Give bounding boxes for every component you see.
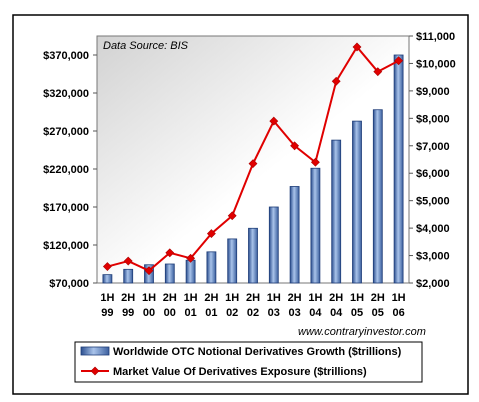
- market-value-point: [290, 141, 300, 151]
- legend-swatch-bar: [80, 346, 110, 356]
- source-note: Data Source: BIS: [103, 40, 189, 52]
- market-value-point: [227, 211, 237, 221]
- notional-bar: [227, 238, 238, 284]
- market-value-point: [310, 157, 320, 167]
- notional-bar: [123, 268, 134, 284]
- market-value-point: [206, 229, 216, 239]
- right-axis-tick-label: $3,000: [416, 251, 450, 263]
- market-value-point: [373, 67, 383, 77]
- right-axis-tick-label: $10,000: [416, 58, 456, 70]
- right-axis-tick-label: $9,000: [416, 86, 450, 98]
- right-axis-tick-label: $4,000: [416, 223, 450, 235]
- right-axis-tick-label: $6,000: [416, 168, 450, 180]
- left-axis-tick-label: $270,000: [43, 126, 89, 138]
- x-axis-tick-label: 1H 99: [100, 292, 114, 319]
- market-value-point: [269, 116, 279, 126]
- x-axis-tick-label: 1H 03: [267, 292, 281, 319]
- notional-bar: [352, 120, 362, 284]
- x-axis-tick-label: 1H 04: [308, 292, 322, 319]
- x-axis-tick-label: 1H 00: [142, 292, 156, 319]
- right-axis-tick-label: $2,000: [416, 278, 450, 290]
- market-value-point: [331, 76, 341, 86]
- market-value-point: [102, 262, 112, 271]
- market-value-point: [144, 266, 154, 276]
- x-axis-tick-label: 1H 01: [184, 292, 198, 319]
- watermark: www.contraryinvestor.com: [298, 326, 426, 338]
- legend-box: [74, 341, 423, 383]
- right-axis-tick-label: $7,000: [416, 141, 450, 153]
- market-value-point: [123, 256, 133, 266]
- notional-bar: [206, 251, 217, 284]
- x-axis-tick-label: 2H 99: [121, 292, 135, 319]
- left-axis-tick-label: $320,000: [43, 88, 89, 100]
- legend-label-market-value: Market Value Of Derivatives Exposure ($t…: [113, 366, 367, 378]
- notional-bar: [268, 206, 279, 284]
- notional-bar: [164, 263, 175, 284]
- x-axis-tick-label: 2H 02: [246, 292, 260, 319]
- x-axis-tick-label: 2H 01: [204, 292, 218, 319]
- left-axis-tick-label: $370,000: [43, 50, 89, 62]
- market-value-point: [394, 56, 404, 66]
- notional-bar: [372, 109, 383, 284]
- notional-bar: [393, 54, 404, 284]
- notional-bar: [289, 186, 300, 284]
- x-axis-tick-label: 1H 05: [350, 292, 364, 319]
- x-axis-tick-label: 2H 00: [163, 292, 177, 319]
- x-axis-tick-label: 2H 05: [371, 292, 385, 319]
- left-axis-tick-label: $170,000: [43, 202, 89, 214]
- market-value-point: [165, 248, 175, 258]
- x-axis-tick-label: 1H 06: [392, 292, 406, 319]
- right-axis-tick-label: $11,000: [416, 31, 455, 43]
- left-axis-tick-label: $220,000: [43, 164, 89, 176]
- market-value-point: [352, 42, 362, 52]
- right-axis-tick-label: $8,000: [416, 113, 450, 125]
- market-value-point: [186, 253, 196, 263]
- left-axis-tick-label: $120,000: [43, 240, 89, 252]
- notional-bar: [331, 139, 342, 284]
- right-axis-tick-label: $5,000: [416, 196, 450, 208]
- x-axis-tick-label: 2H 04: [329, 292, 343, 319]
- legend-swatch-marker: [90, 366, 100, 376]
- notional-bar: [102, 274, 113, 284]
- x-axis-tick-label: 1H 02: [225, 292, 239, 319]
- legend-label-notional: Worldwide OTC Notional Derivatives Growt…: [113, 346, 402, 358]
- notional-bar: [248, 227, 258, 284]
- left-axis-tick-label: $70,000: [49, 278, 89, 290]
- market-value-point: [248, 159, 258, 169]
- notional-bar: [185, 259, 196, 284]
- x-axis-tick-label: 2H 03: [288, 292, 302, 319]
- notional-bar: [310, 167, 321, 284]
